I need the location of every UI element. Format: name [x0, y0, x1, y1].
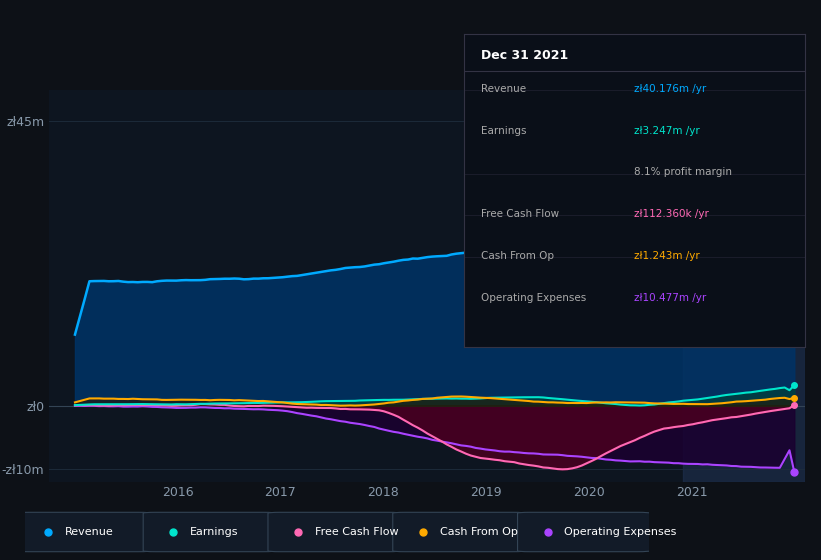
FancyBboxPatch shape — [18, 512, 151, 552]
Text: zł112.360k /yr: zł112.360k /yr — [635, 209, 709, 219]
Bar — [683, 90, 805, 482]
Text: zł3.247m /yr: zł3.247m /yr — [635, 125, 700, 136]
FancyBboxPatch shape — [392, 512, 525, 552]
Text: Earnings: Earnings — [481, 125, 526, 136]
Text: Operating Expenses: Operating Expenses — [564, 527, 677, 537]
Text: zł40.176m /yr: zł40.176m /yr — [635, 84, 707, 94]
Text: zł10.477m /yr: zł10.477m /yr — [635, 293, 707, 303]
Text: Earnings: Earnings — [190, 527, 238, 537]
Text: zł1.243m /yr: zł1.243m /yr — [635, 251, 700, 261]
Text: Operating Expenses: Operating Expenses — [481, 293, 586, 303]
Text: Cash From Op: Cash From Op — [439, 527, 517, 537]
Text: Cash From Op: Cash From Op — [481, 251, 554, 261]
Text: Free Cash Flow: Free Cash Flow — [481, 209, 559, 219]
Text: Free Cash Flow: Free Cash Flow — [314, 527, 398, 537]
FancyBboxPatch shape — [143, 512, 276, 552]
Text: Revenue: Revenue — [481, 84, 526, 94]
Text: Revenue: Revenue — [65, 527, 114, 537]
FancyBboxPatch shape — [268, 512, 401, 552]
Text: 8.1% profit margin: 8.1% profit margin — [635, 167, 732, 178]
Text: Dec 31 2021: Dec 31 2021 — [481, 49, 568, 62]
FancyBboxPatch shape — [517, 512, 650, 552]
